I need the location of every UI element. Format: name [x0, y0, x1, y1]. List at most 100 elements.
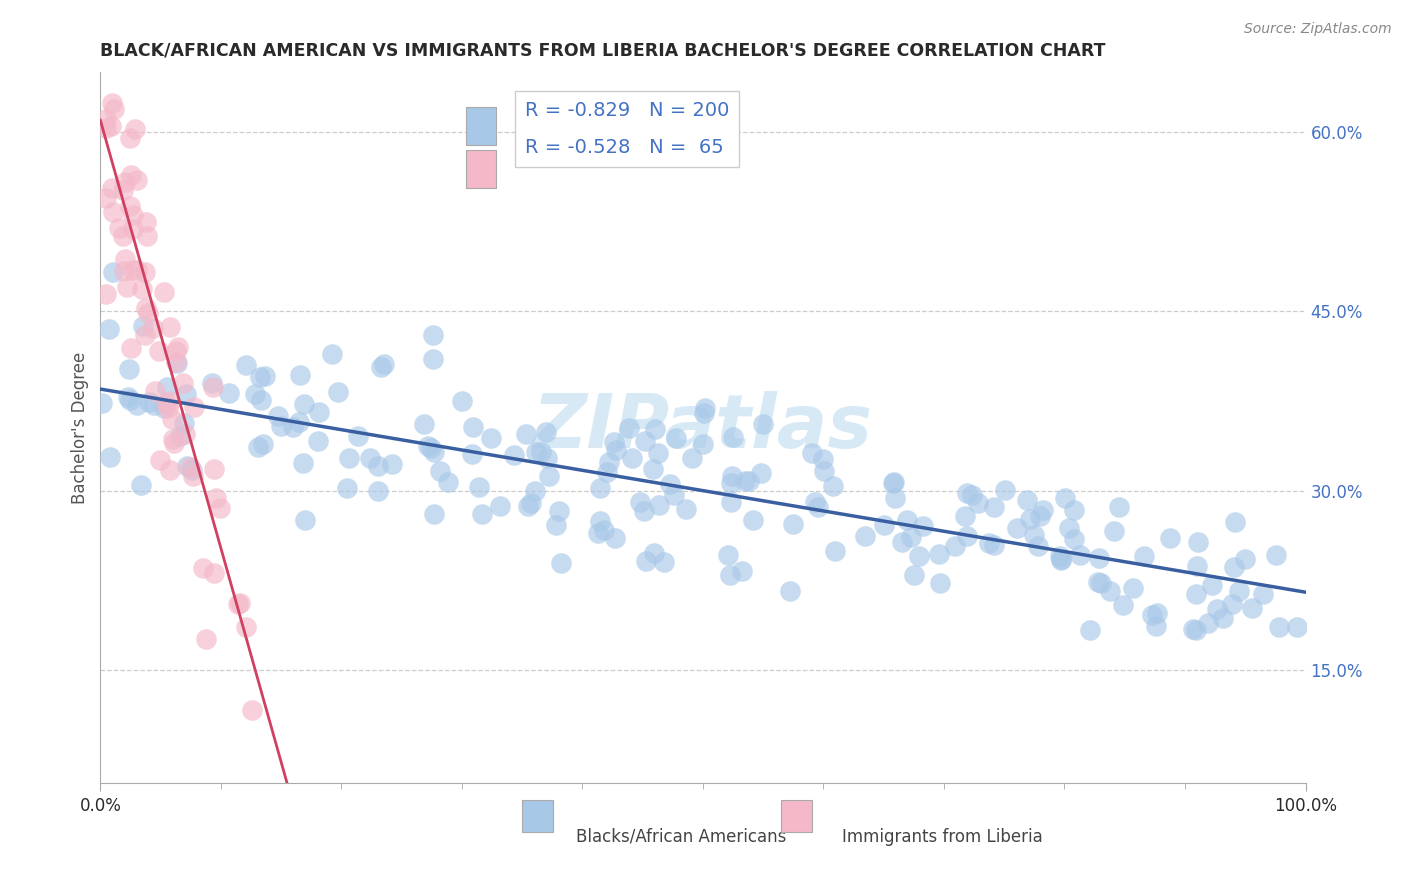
Point [956, 529, 979, 543]
Point [96, 191, 118, 205]
Point [807, 500, 830, 514]
Point [675, 502, 697, 516]
Point [218, 386, 240, 401]
Point [695, 401, 717, 416]
Text: Source: ZipAtlas.com: Source: ZipAtlas.com [1244, 22, 1392, 37]
Point [1122, 581, 1144, 595]
Point [994, 483, 1017, 498]
Point [890, 534, 912, 549]
Point [412, 417, 434, 431]
Point [1197, 615, 1219, 630]
Point [166, 356, 188, 370]
Point [254, 369, 277, 384]
Point [515, 427, 537, 442]
Point [176, 387, 198, 401]
Point [117, 390, 139, 404]
Point [821, 479, 844, 493]
Point [681, 451, 703, 466]
Point [665, 432, 688, 446]
Point [1057, 521, 1080, 535]
FancyBboxPatch shape [522, 800, 553, 831]
Point [903, 568, 925, 582]
Point [267, 409, 290, 424]
Point [1029, 508, 1052, 523]
Point [143, 384, 166, 398]
Point [1206, 602, 1229, 616]
Point [1185, 623, 1208, 637]
Point [1090, 576, 1112, 591]
Point [1220, 598, 1243, 612]
Point [1069, 548, 1091, 562]
Point [97, 322, 120, 336]
Point [1227, 583, 1250, 598]
Point [731, 564, 754, 578]
Point [738, 474, 761, 488]
Point [112, 263, 135, 277]
Point [593, 524, 616, 538]
Point [1187, 534, 1209, 549]
Point [536, 451, 558, 466]
Point [193, 561, 215, 575]
Point [461, 447, 484, 461]
Point [96, 120, 118, 135]
Point [1063, 503, 1085, 517]
Point [148, 344, 170, 359]
Point [422, 445, 444, 459]
Point [1049, 551, 1071, 566]
Point [149, 453, 172, 467]
Point [751, 466, 773, 480]
Point [252, 436, 274, 450]
Point [308, 405, 330, 419]
Point [803, 495, 825, 509]
Text: Blacks/African Americans: Blacks/African Americans [576, 828, 787, 846]
Point [873, 517, 896, 532]
Point [429, 465, 451, 479]
Point [883, 491, 905, 505]
Point [1201, 578, 1223, 592]
Point [202, 461, 225, 475]
Point [718, 567, 741, 582]
Point [882, 476, 904, 491]
Point [519, 496, 541, 510]
Point [1054, 491, 1077, 505]
Point [143, 399, 166, 413]
Point [824, 544, 846, 558]
Point [524, 484, 547, 499]
Point [983, 500, 1005, 514]
Point [1087, 550, 1109, 565]
Point [205, 491, 228, 505]
Point [163, 436, 186, 450]
Point [983, 538, 1005, 552]
Point [721, 468, 744, 483]
Point [692, 437, 714, 451]
Point [169, 429, 191, 443]
Point [136, 229, 159, 244]
Point [741, 513, 763, 527]
Point [294, 513, 316, 527]
Point [436, 475, 458, 489]
Point [328, 385, 350, 400]
Point [120, 168, 142, 182]
Point [202, 379, 225, 393]
Point [734, 475, 756, 489]
Text: Immigrants from Liberia: Immigrants from Liberia [842, 828, 1042, 846]
Point [461, 420, 484, 434]
Point [229, 596, 252, 610]
Point [416, 440, 439, 454]
FancyBboxPatch shape [465, 150, 496, 187]
Point [643, 546, 665, 560]
Point [550, 556, 572, 570]
Point [138, 306, 160, 320]
Point [621, 451, 644, 466]
Point [617, 420, 640, 434]
Point [337, 450, 360, 465]
Y-axis label: Bachelor's Degree: Bachelor's Degree [72, 351, 89, 504]
Point [373, 357, 395, 371]
Point [636, 554, 658, 568]
Text: BLACK/AFRICAN AMERICAN VS IMMIGRANTS FROM LIBERIA BACHELOR'S DEGREE CORRELATION : BLACK/AFRICAN AMERICAN VS IMMIGRANTS FRO… [100, 42, 1107, 60]
Point [240, 703, 263, 717]
FancyBboxPatch shape [465, 107, 496, 145]
Point [1146, 606, 1168, 620]
Point [720, 495, 742, 509]
Point [596, 465, 619, 479]
